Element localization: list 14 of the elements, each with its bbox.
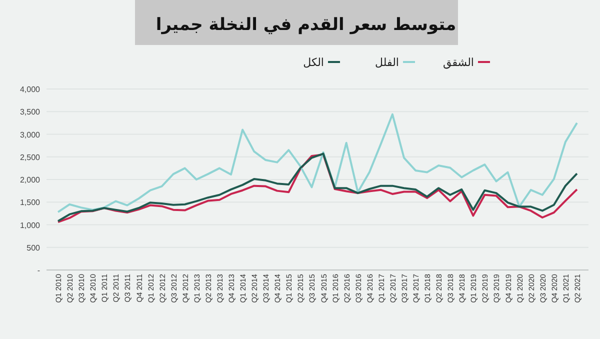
- y-tick-label: 3,000: [20, 130, 41, 140]
- y-tick-label: 2,000: [20, 176, 41, 184]
- line-series: [57, 113, 578, 214]
- y-tick-label: 3,500: [20, 108, 41, 117]
- y-tick-label: 1,500: [20, 198, 41, 208]
- chart-title: متوسط سعر القدم في النخلة جميرا: [156, 15, 456, 35]
- y-tick-label: -: [37, 266, 40, 275]
- legend-label: الكل: [303, 56, 324, 69]
- y-tick-label: 2,500: [20, 152, 41, 162]
- y-tick-label: 500: [26, 243, 41, 252]
- y-tick-label: 4,000: [20, 85, 41, 94]
- legend-label: الفلل: [375, 56, 399, 69]
- legend-label: الشقق: [443, 56, 474, 69]
- y-tick-label: 1,000: [20, 220, 41, 230]
